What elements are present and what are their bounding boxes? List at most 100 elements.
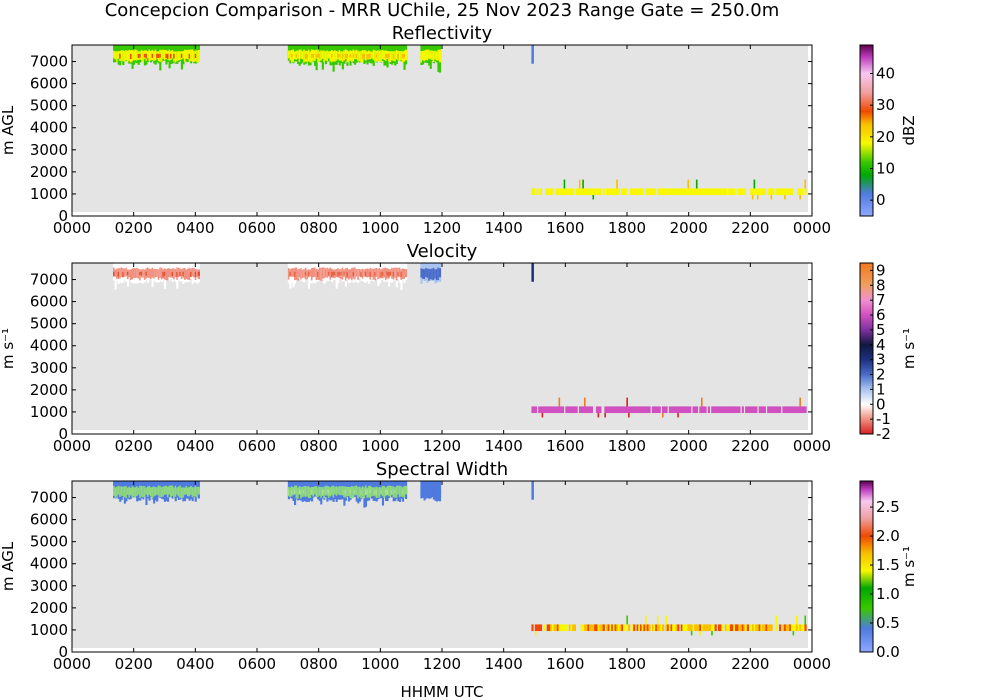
- band-spike: [795, 615, 798, 625]
- band-cell: [668, 188, 671, 196]
- echo-peak: [163, 271, 167, 276]
- echo-core: [119, 267, 122, 279]
- band-cell: [555, 624, 558, 632]
- echo-core: [338, 486, 341, 496]
- band-cell: [611, 188, 614, 196]
- echo-core: [154, 269, 157, 278]
- band-spike: [770, 195, 773, 200]
- band-cell: [673, 624, 677, 632]
- echo-segment-2: [420, 263, 442, 284]
- echo-core: [335, 486, 338, 496]
- band-cell: [768, 188, 772, 196]
- band-cell: [743, 188, 746, 196]
- echo-core: [318, 486, 321, 496]
- echo-core: [298, 49, 301, 62]
- band-cell: [682, 188, 685, 196]
- band-cell: [728, 188, 731, 196]
- echo-core: [183, 49, 187, 62]
- colorbar-tick-label: 2: [876, 366, 886, 384]
- y-tick-label: 2000: [30, 381, 68, 399]
- band-cell: [711, 188, 714, 196]
- x-tick-label: 1600: [546, 655, 584, 673]
- band-cell: [612, 188, 616, 196]
- echo-core: [116, 268, 119, 279]
- y-tick-label: 6000: [30, 75, 68, 93]
- band-cell: [646, 406, 649, 414]
- echo-core: [174, 269, 177, 278]
- band-cell: [595, 624, 599, 632]
- band-cell: [804, 624, 807, 632]
- band-cell: [689, 188, 692, 196]
- echo-peak: [182, 489, 185, 495]
- band-cell: [763, 624, 766, 632]
- echo-core: [298, 269, 301, 278]
- echo-core: [148, 49, 151, 62]
- echo-peak: [295, 53, 298, 58]
- band-cell: [590, 188, 593, 196]
- band-cell: [646, 188, 649, 196]
- panel-title: Velocity: [407, 241, 478, 262]
- band-spike: [592, 195, 595, 200]
- echo-peak: [310, 489, 314, 495]
- echo-core: [160, 487, 163, 498]
- echo-peak: [349, 489, 352, 494]
- echo-core: [183, 487, 187, 495]
- band-cell: [577, 188, 580, 196]
- echo-core: [326, 267, 329, 278]
- band-cell: [570, 624, 573, 632]
- echo-peak: [182, 271, 185, 276]
- band-cell: [712, 624, 716, 632]
- echo-core: [351, 50, 354, 62]
- echo-peak: [343, 271, 346, 276]
- echo-peak: [166, 489, 170, 494]
- band-cell: [687, 624, 690, 632]
- echo-core: [142, 268, 145, 278]
- panel-title: Spectral Width: [376, 459, 508, 480]
- echo-peak: [129, 489, 133, 494]
- colorbar-tick-label: 8: [876, 276, 886, 294]
- colorbar: [859, 44, 874, 217]
- echo-core: [134, 49, 137, 61]
- echo-core: [377, 268, 380, 280]
- band-cell: [634, 406, 638, 414]
- band-cell: [534, 624, 538, 632]
- band-cell: [750, 624, 753, 632]
- echo-core: [297, 50, 300, 59]
- echo-core: [185, 269, 188, 280]
- colorbar-tick-label: 1: [876, 380, 886, 398]
- echo-peak: [139, 271, 142, 276]
- band-spike: [661, 413, 664, 418]
- echo-core: [312, 267, 315, 278]
- echo-core: [375, 268, 378, 277]
- echo-core: [151, 486, 154, 499]
- echo-core: [125, 50, 128, 61]
- band-cell: [675, 406, 678, 414]
- band-cell: [663, 188, 666, 196]
- band-cell: [741, 406, 744, 414]
- band-cell: [607, 624, 610, 632]
- band-cell: [651, 188, 655, 196]
- echo-core: [309, 51, 312, 63]
- echo-peak: [162, 271, 165, 278]
- echo-core: [426, 485, 429, 499]
- band-cell: [758, 624, 761, 632]
- echo-core: [128, 486, 131, 498]
- band-cell: [689, 624, 692, 632]
- echo-core: [307, 486, 311, 499]
- x-tick-label: 0000: [793, 655, 831, 673]
- band-cell: [550, 624, 553, 632]
- band-cell: [695, 406, 699, 414]
- colorbar-tick-label: 0: [876, 191, 886, 209]
- echo-core: [113, 50, 116, 59]
- echo-core: [383, 267, 386, 278]
- echo-core: [354, 50, 357, 60]
- band-cell: [677, 188, 680, 196]
- band-cell: [622, 624, 626, 632]
- band-cell: [531, 406, 534, 414]
- band-cell: [572, 406, 575, 414]
- band-cell: [661, 624, 665, 632]
- band-cell: [672, 624, 675, 632]
- echo-core: [196, 50, 199, 63]
- echo-peak: [384, 53, 388, 59]
- echo-core: [301, 51, 304, 60]
